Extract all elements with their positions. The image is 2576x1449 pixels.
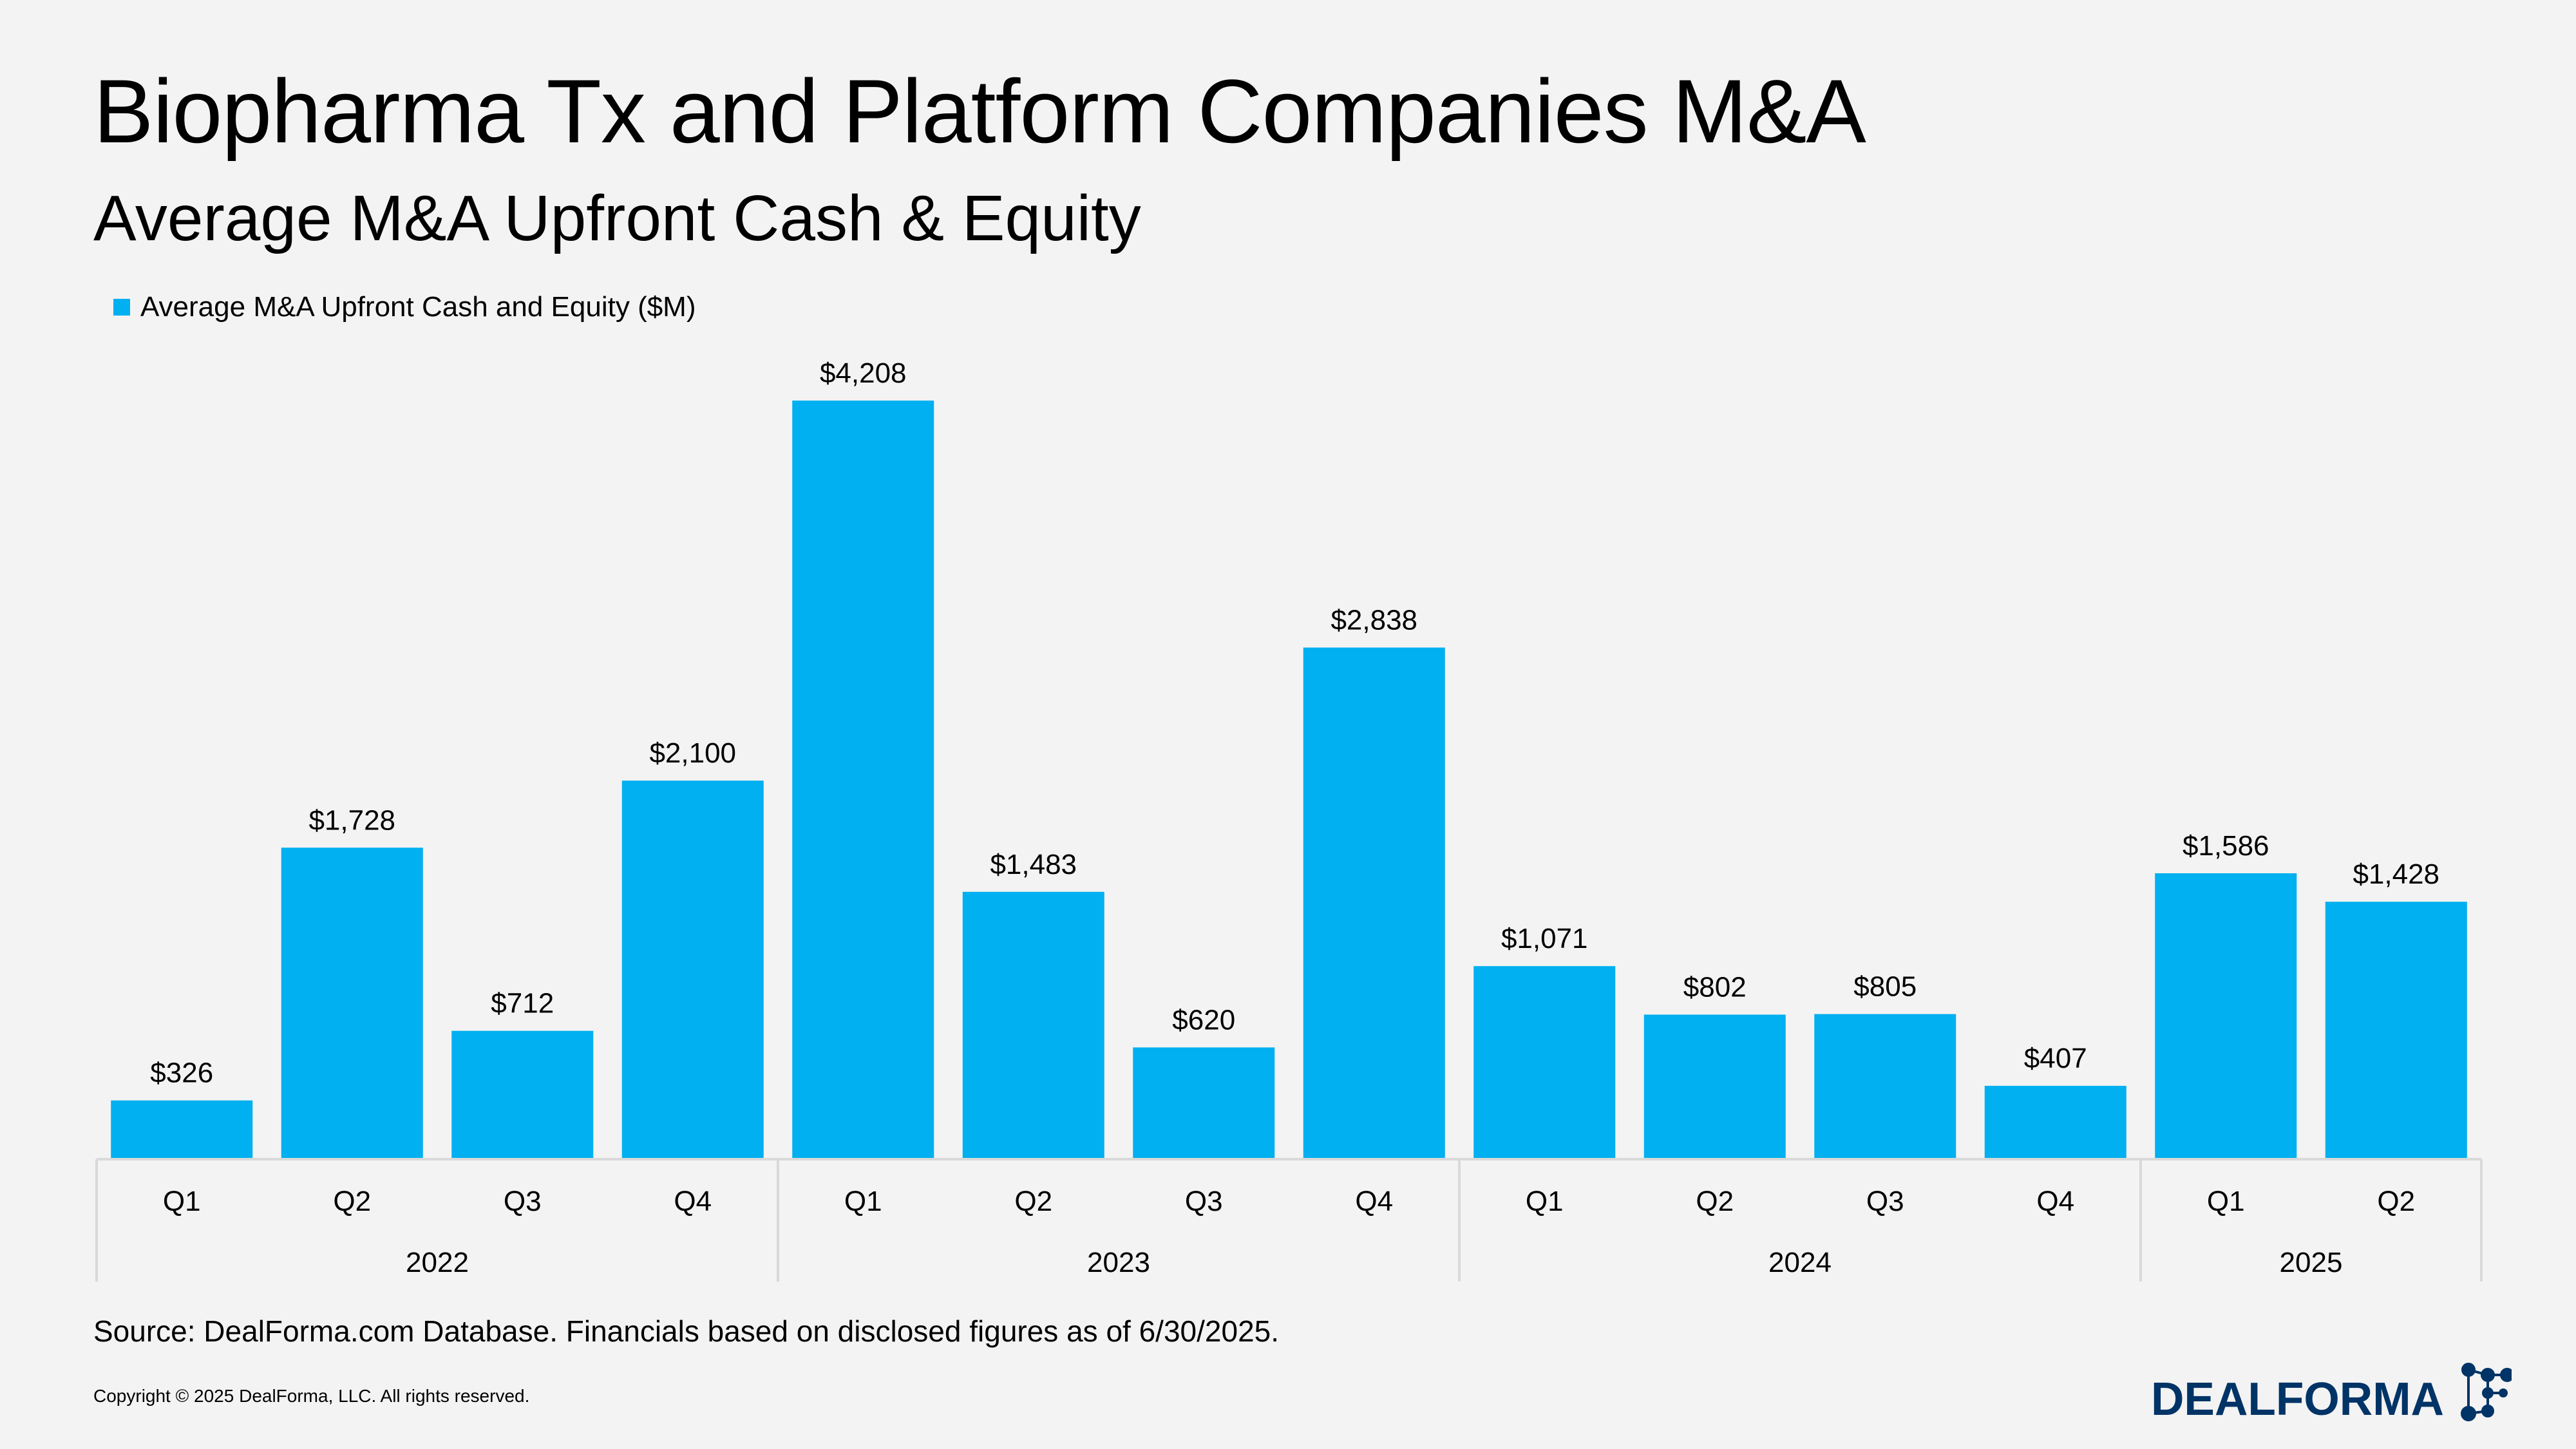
- data-label: $1,071: [1501, 923, 1588, 954]
- x-tick-label: Q4: [2036, 1186, 2074, 1217]
- data-label: $805: [1853, 971, 1917, 1003]
- x-tick-label: Q2: [333, 1186, 371, 1217]
- data-label: $712: [491, 988, 554, 1019]
- data-label: $802: [1683, 971, 1747, 1003]
- x-tick-label: Q3: [504, 1186, 542, 1217]
- bar: [962, 891, 1104, 1159]
- x-tick-label: Q2: [2377, 1186, 2415, 1217]
- source-note: Source: DealForma.com Database. Financia…: [93, 1314, 1280, 1348]
- page-subtitle: Average M&A Upfront Cash & Equity: [93, 182, 1141, 254]
- bar: [792, 401, 934, 1159]
- x-tick-label: Q4: [674, 1186, 712, 1217]
- bar: [1643, 1014, 1786, 1159]
- year-group-label: 2025: [2280, 1247, 2343, 1278]
- x-tick-label: Q4: [1355, 1186, 1393, 1217]
- year-group-label: 2022: [406, 1247, 469, 1278]
- data-label: $1,586: [2183, 830, 2269, 862]
- data-label: $326: [150, 1057, 213, 1089]
- svg-text:DEALFORMA: DEALFORMA: [2151, 1374, 2444, 1425]
- x-tick-label: Q2: [1696, 1186, 1734, 1217]
- dealforma-logo: DEALFORMA: [2151, 1363, 2512, 1425]
- year-group-label: 2023: [1087, 1247, 1150, 1278]
- legend-swatch: [113, 299, 130, 316]
- data-label: $1,728: [308, 804, 395, 836]
- bar: [1984, 1086, 2126, 1159]
- x-tick-label: Q1: [2207, 1186, 2245, 1217]
- bar: [2155, 873, 2297, 1159]
- bar: [111, 1100, 253, 1159]
- x-tick-label: Q2: [1014, 1186, 1052, 1217]
- bar: [2325, 902, 2467, 1159]
- chart-legend: Average M&A Upfront Cash and Equity ($M): [113, 291, 696, 323]
- bar: [281, 848, 423, 1159]
- bar: [1814, 1014, 1956, 1159]
- x-tick-label: Q1: [844, 1186, 882, 1217]
- copyright-note: Copyright © 2025 DealForma, LLC. All rig…: [93, 1386, 530, 1406]
- data-label: $407: [2024, 1043, 2087, 1074]
- x-tick-label: Q1: [163, 1186, 201, 1217]
- data-label: $1,483: [990, 849, 1077, 880]
- page-title: Biopharma Tx and Platform Companies M&A: [93, 61, 1866, 162]
- bar: [621, 781, 764, 1159]
- data-label: $4,208: [820, 357, 907, 389]
- x-tick-label: Q3: [1185, 1186, 1223, 1217]
- bar: [451, 1030, 594, 1159]
- data-label: $2,100: [649, 737, 736, 769]
- bar: [1133, 1047, 1275, 1159]
- legend-label: Average M&A Upfront Cash and Equity ($M): [140, 291, 696, 323]
- year-group-label: 2024: [1768, 1247, 1832, 1278]
- x-tick-label: Q1: [1526, 1186, 1564, 1217]
- x-tick-label: Q3: [1866, 1186, 1904, 1217]
- bar: [1473, 966, 1616, 1159]
- data-label: $620: [1172, 1004, 1235, 1036]
- data-label: $2,838: [1331, 605, 1417, 636]
- data-label: $1,428: [2353, 858, 2439, 890]
- bar: [1303, 647, 1445, 1159]
